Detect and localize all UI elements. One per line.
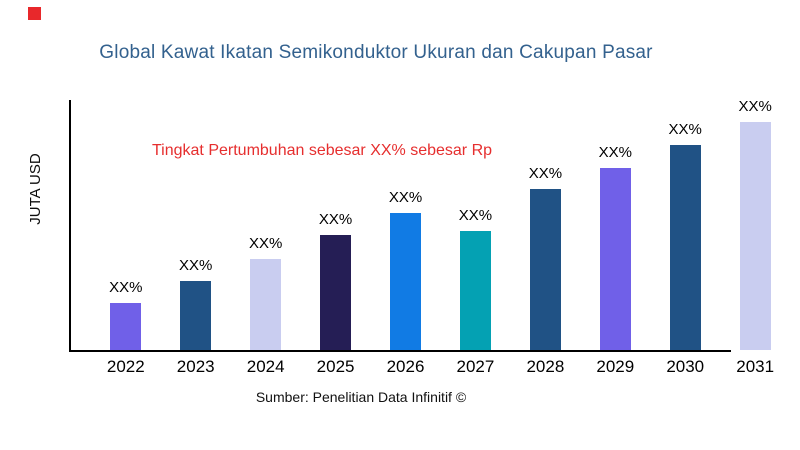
bar-2031 xyxy=(739,122,771,350)
bar-2024 xyxy=(250,259,282,350)
bar-value-label-2022: XX% xyxy=(109,279,143,296)
bar-value-label-2027: XX% xyxy=(458,207,493,224)
x-tick-label-2023: 2023 xyxy=(176,357,215,376)
x-tick-label-2025: 2025 xyxy=(316,357,355,376)
bar-value-label-2028: XX% xyxy=(528,165,563,182)
x-tick-label-2030: 2030 xyxy=(666,357,705,376)
y-axis-line xyxy=(69,100,71,351)
bar-2022 xyxy=(110,303,142,350)
x-tick-label-2028: 2028 xyxy=(526,357,565,376)
bar-2028 xyxy=(529,189,561,350)
x-axis-line xyxy=(69,349,731,352)
bar-2027 xyxy=(459,231,491,350)
bar-value-label-2031: XX% xyxy=(738,98,772,115)
x-tick-label-2022: 2022 xyxy=(106,357,145,376)
bar-2026 xyxy=(390,213,422,350)
bar-value-label-2025: XX% xyxy=(318,211,353,228)
bar-2023 xyxy=(180,281,212,350)
bar-2030 xyxy=(669,145,701,350)
y-axis-label: JUTA USD xyxy=(27,153,44,225)
chart-title: Global Kawat Ikatan Semikonduktor Ukuran… xyxy=(99,42,653,63)
bar-value-label-2029: XX% xyxy=(598,144,632,161)
bar-2025 xyxy=(320,235,352,350)
bar-value-label-2023: XX% xyxy=(179,257,213,274)
source-caption: Sumber: Penelitian Data Infinitif © xyxy=(255,389,467,405)
x-tick-label-2027: 2027 xyxy=(456,357,495,376)
bar-value-label-2024: XX% xyxy=(248,235,283,252)
bar-value-label-2030: XX% xyxy=(668,121,702,138)
bar-2029 xyxy=(599,168,631,350)
x-tick-label-2026: 2026 xyxy=(386,357,425,376)
x-tick-label-2029: 2029 xyxy=(596,357,635,376)
x-tick-label-2031: 2031 xyxy=(736,357,775,376)
brand-red-square-logo xyxy=(28,7,41,20)
growth-rate-annotation: Tingkat Pertumbuhan sebesar XX% sebesar … xyxy=(152,142,493,159)
x-tick-label-2024: 2024 xyxy=(246,357,285,376)
bar-value-label-2026: XX% xyxy=(388,189,423,206)
